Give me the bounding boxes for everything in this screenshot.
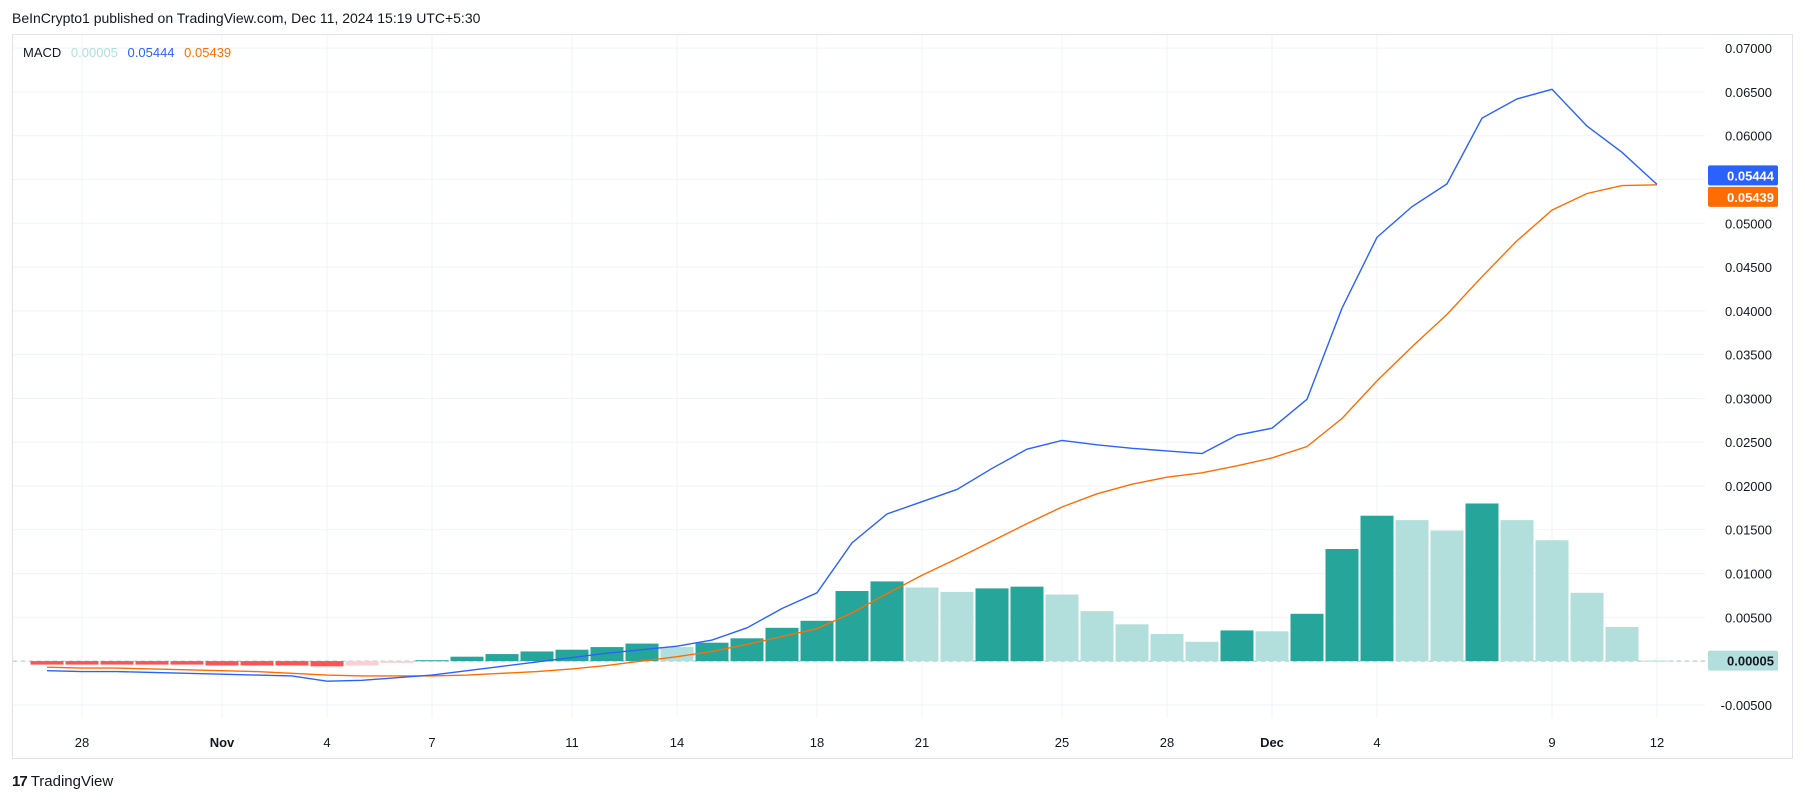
y-tick-label: 0.04500 [1725, 260, 1772, 275]
histogram-bar [380, 661, 414, 663]
y-tick-label: 0.06000 [1725, 129, 1772, 144]
legend-indicator-name: MACD [23, 45, 62, 60]
histogram-bar [1150, 633, 1184, 662]
y-tick-label: 0.00500 [1725, 610, 1772, 625]
histogram-bar [625, 643, 659, 662]
histogram-bar [1255, 631, 1289, 662]
x-tick-label: 28 [1160, 735, 1174, 750]
histogram-bar [975, 588, 1009, 662]
y-tick-label: 0.01500 [1725, 523, 1772, 538]
histogram-bar [1080, 611, 1114, 662]
histogram-bar [1290, 613, 1324, 662]
x-tick-label: 18 [810, 735, 824, 750]
y-tick-label: 0.01000 [1725, 567, 1772, 582]
macd-last-value-label: 0.05444 [1727, 168, 1775, 183]
y-tick-label: 0.05000 [1725, 216, 1772, 231]
histogram-bar [1605, 626, 1639, 662]
histogram-bar [485, 654, 519, 662]
histogram-bar [870, 581, 904, 662]
footer-brand[interactable]: 17 TradingView [12, 773, 113, 790]
y-tick-label: 0.02500 [1725, 435, 1772, 450]
publish-header: BeInCrypto1 published on TradingView.com… [12, 10, 481, 26]
indicator-legend: MACD 0.00005 0.05444 0.05439 [23, 45, 237, 60]
x-tick-label: 21 [915, 735, 929, 750]
legend-signal-value: 0.05439 [184, 45, 232, 60]
histogram-last-value-label-bg [1708, 650, 1778, 671]
histogram-bar [1430, 530, 1464, 662]
histogram-bar [1325, 549, 1359, 662]
x-tick-label: 28 [75, 735, 89, 750]
tradingview-logo-icon: 17 [12, 773, 28, 790]
chart-frame [12, 34, 1793, 759]
y-tick-label: 0.02000 [1725, 479, 1772, 494]
x-tick-label: 4 [1373, 735, 1380, 750]
x-tick-label: 9 [1548, 735, 1555, 750]
histogram-bar [905, 587, 939, 662]
x-tick-label: 11 [565, 735, 579, 750]
y-tick-label: -0.00500 [1721, 698, 1772, 713]
histogram-bar [1115, 624, 1149, 662]
x-tick-label: 7 [428, 735, 435, 750]
histogram-bar [1045, 594, 1079, 662]
y-tick-label: 0.04000 [1725, 304, 1772, 319]
legend-macd-value: 0.05444 [127, 45, 175, 60]
footer-brand-label: TradingView [30, 773, 114, 790]
y-tick-label: 0.07000 [1725, 41, 1772, 56]
histogram-bar [415, 660, 449, 662]
legend-histogram-value: 0.00005 [70, 45, 118, 60]
histogram-bar [205, 661, 239, 666]
histogram-bar [940, 591, 974, 662]
histogram-bar [345, 661, 379, 666]
x-tick-label: Nov [210, 735, 235, 750]
x-tick-label: 14 [670, 735, 684, 750]
histogram-bar [765, 627, 799, 662]
histogram-bar [170, 661, 204, 665]
histogram-bar [450, 656, 484, 662]
y-tick-label: 0.03000 [1725, 391, 1772, 406]
histogram-bar [800, 620, 834, 662]
histogram-bar [100, 661, 134, 665]
histogram-bar [1185, 641, 1219, 662]
y-tick-label: 0.03500 [1725, 348, 1772, 363]
histogram-bar [135, 661, 169, 665]
histogram-bar [590, 647, 624, 662]
histogram-bar [1465, 503, 1499, 662]
histogram-bar [1500, 520, 1534, 662]
x-tick-label: 25 [1055, 735, 1069, 750]
histogram-bar [1395, 520, 1429, 662]
x-tick-label: 12 [1650, 735, 1664, 750]
histogram-bar [730, 638, 764, 662]
macd-last-value-badge [1708, 165, 1778, 186]
y-tick-label: 0.06500 [1725, 85, 1772, 100]
histogram-bar [310, 661, 344, 667]
x-tick-label: 4 [323, 735, 330, 750]
histogram-bar [65, 661, 99, 665]
signal-line [46, 184, 1658, 677]
histogram-bar [1360, 515, 1394, 662]
histogram-bar [660, 647, 694, 662]
histogram-bar [1010, 586, 1044, 662]
histogram-bar [555, 649, 589, 662]
histogram-last-value-label: 0.00005 [1727, 654, 1774, 669]
histogram-bar [520, 651, 554, 662]
histogram-bar [1220, 630, 1254, 662]
histogram-bar [835, 591, 869, 662]
histogram-bar [275, 661, 309, 666]
x-tick-label: Dec [1260, 735, 1284, 750]
histogram-bar [1535, 540, 1569, 662]
histogram-bar [1640, 660, 1674, 662]
histogram-bar [1570, 592, 1604, 662]
macd-line [46, 88, 1658, 682]
histogram-bar [240, 661, 274, 666]
signal-last-value-badge [1708, 186, 1778, 207]
signal-last-value-label: 0.05439 [1727, 190, 1774, 205]
histogram-bar [30, 661, 64, 665]
